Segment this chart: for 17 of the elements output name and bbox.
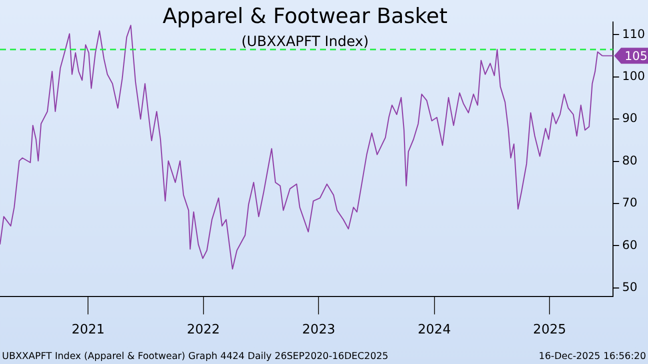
x-tick-label: 2021 [72, 322, 105, 338]
x-tick-label: 2024 [418, 322, 451, 338]
x-tick-label: 2023 [302, 322, 336, 338]
chart-title: Apparel & Footwear Basket [162, 4, 448, 28]
x-tick-label: 2022 [186, 322, 220, 338]
y-tick-label: 70 [622, 196, 638, 210]
y-tick-label: 110 [622, 26, 645, 41]
text: 16-Dec-2025 16:56:20 [538, 351, 646, 362]
y-tick-label: 60 [622, 238, 638, 252]
text: UBXXAPFT Index (Apparel & Footwear) Graph 4424 Daily 26SEP2020-16DEC2025 [2, 351, 388, 362]
annotation: 105 [624, 48, 648, 63]
y-tick-label: 90 [622, 111, 638, 126]
text: (UBXXAPFT Index) [240, 34, 370, 50]
y-tick-label: 50 [622, 280, 638, 294]
x-tick-label: 2025 [533, 322, 566, 338]
y-tick-label: 100 [622, 69, 645, 84]
y-tick-label: 80 [622, 153, 638, 168]
